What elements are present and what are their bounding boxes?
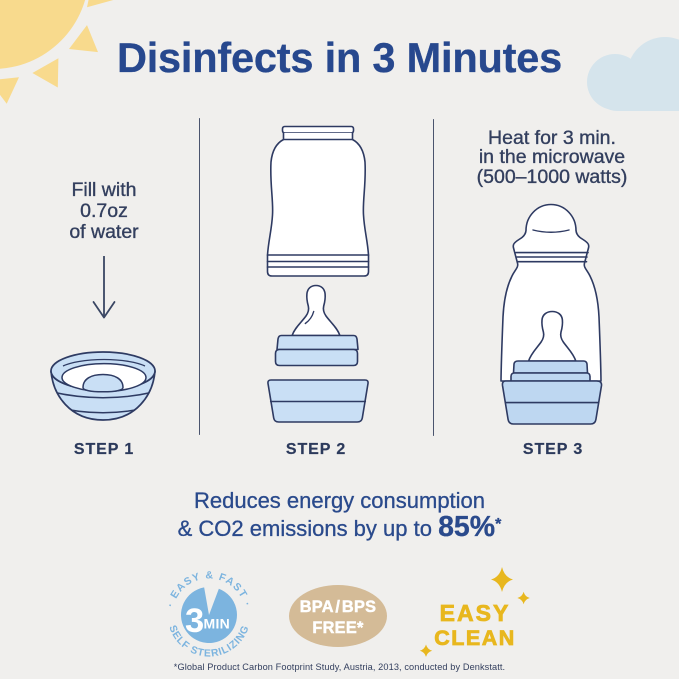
svg-text:3: 3	[185, 602, 204, 640]
svg-text:· EASY & FAST ·: · EASY & FAST ·	[164, 569, 253, 608]
svg-text:MIN: MIN	[204, 616, 231, 632]
